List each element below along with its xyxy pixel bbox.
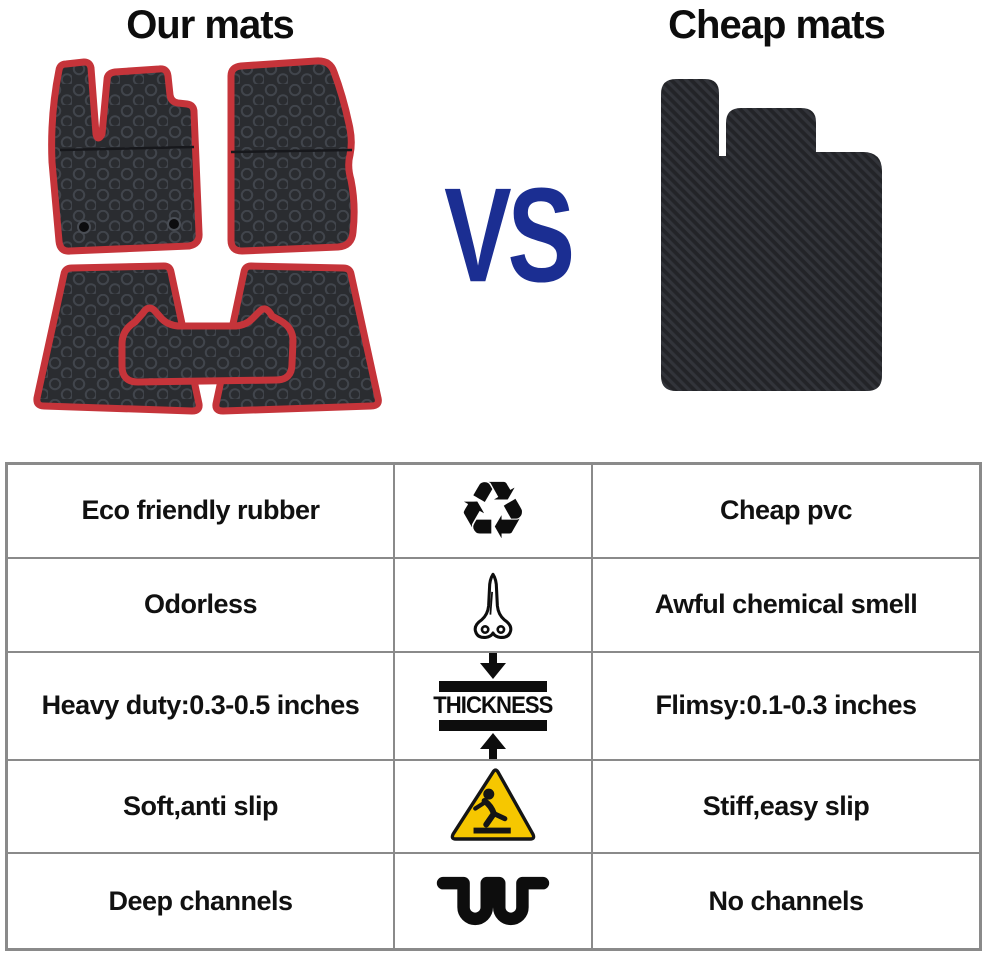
- cheap-feature-label: Cheap pvc: [719, 495, 853, 526]
- mats-illustration: [33, 57, 882, 415]
- cheap-feature-label: Flimsy:0.1-0.3 inches: [655, 690, 917, 720]
- our-mats-title: Our mats: [126, 3, 295, 47]
- thickness-label: THICKNESS: [433, 691, 553, 719]
- recycle-icon: ♻︎: [457, 463, 529, 557]
- channels-icon: [436, 877, 550, 926]
- our-feature-label: Heavy duty:0.3-0.5 inches: [41, 690, 360, 720]
- thickness-bottom-bar: [439, 719, 547, 731]
- table-row-2-icon-cell: [395, 558, 593, 653]
- arrow-down-icon: [480, 652, 506, 679]
- table-row-5-icon-cell: [395, 854, 593, 948]
- table-row-1-our-cell: Eco friendly rubber: [8, 465, 395, 559]
- our-mat-front-driver: [48, 58, 203, 255]
- table-row-1-cheap-cell: Cheap pvc: [593, 465, 979, 559]
- our-mat-front-passenger: [227, 57, 358, 255]
- cheap-mats-title: Cheap mats: [668, 3, 886, 47]
- table-row-4-icon-cell: [395, 760, 593, 855]
- cheap-mat-shape: [661, 79, 882, 391]
- vs-label: VS: [444, 160, 575, 310]
- slip-warning-icon: [450, 768, 536, 842]
- table-row-2-cheap-cell: Awful chemical smell: [593, 559, 979, 653]
- table-row-3-icon-cell: THICKNESS: [395, 652, 593, 761]
- table-row-4-cheap-cell: Stiff,easy slip: [593, 761, 979, 855]
- our-mats-image: [33, 57, 382, 415]
- table-row-4-our-cell: Soft,anti slip: [8, 760, 395, 855]
- table-row-2-our-cell: Odorless: [8, 558, 395, 653]
- arrow-up-icon: [480, 732, 506, 759]
- comparison-table: Eco friendly rubber ♻︎ Cheap pvc Odorles…: [5, 462, 982, 951]
- thickness-icon: THICKNESS: [428, 652, 558, 759]
- table-row-3-our-cell: Heavy duty:0.3-0.5 inches: [8, 652, 395, 761]
- our-mat-rear-center: [118, 304, 297, 386]
- our-feature-label: Soft,anti slip: [123, 790, 279, 821]
- nose-icon: [473, 572, 513, 639]
- our-feature-label: Eco friendly rubber: [81, 495, 320, 526]
- table-row-5-our-cell: Deep channels: [8, 854, 395, 948]
- table-row-3-cheap-cell: Flimsy:0.1-0.3 inches: [593, 653, 979, 761]
- cheap-feature-label: Stiff,easy slip: [702, 790, 870, 821]
- our-feature-label: Deep channels: [108, 885, 293, 916]
- table-row-5-cheap-cell: No channels: [593, 854, 979, 948]
- cheap-mats-image: [661, 79, 882, 391]
- our-feature-label: Odorless: [143, 589, 258, 620]
- cheap-feature-label: No channels: [708, 885, 864, 916]
- thickness-top-bar: [439, 680, 547, 692]
- cheap-feature-label: Awful chemical smell: [654, 589, 918, 620]
- table-row-1-icon-cell: ♻︎: [395, 465, 593, 559]
